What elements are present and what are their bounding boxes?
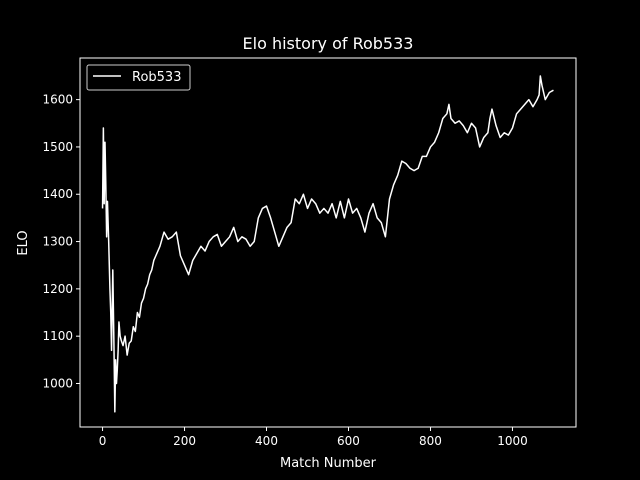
series-layer: [101, 75, 554, 413]
x-axis-label: Match Number: [280, 456, 377, 471]
x-tick-label: 600: [337, 434, 360, 448]
legend-entry-rob533: Rob533: [132, 70, 181, 85]
y-tick-label: 1300: [42, 235, 73, 249]
axes-frame: [79, 57, 577, 428]
y-tick-label: 1200: [42, 282, 73, 296]
series-line-rob533: [101, 75, 554, 413]
x-tick-label: 400: [255, 434, 278, 448]
x-tick-label: 200: [173, 434, 196, 448]
x-tick-label: 0: [99, 434, 107, 448]
x-axis: 0 200 400 600 800 1000: [99, 427, 528, 448]
x-tick-label: 800: [419, 434, 442, 448]
chart-title: Elo history of Rob533: [243, 34, 414, 53]
x-tick-label: 1000: [497, 434, 528, 448]
y-axis: 1000 1100 1200 1300 1400 1500 1600: [42, 93, 80, 390]
y-tick-label: 1000: [42, 376, 73, 390]
legend-box: [86, 64, 191, 91]
y-axis-label: ELO: [16, 230, 31, 255]
plot-area: 0 200 400 600 800 1000 1000 1100 1200 1300 1400 15…: [42, 57, 577, 448]
y-tick-label: 1500: [42, 140, 73, 154]
y-tick-label: 1600: [42, 93, 73, 107]
y-tick-label: 1400: [42, 187, 73, 201]
legend: Rob533: [86, 64, 191, 91]
y-tick-label: 1100: [42, 329, 73, 343]
